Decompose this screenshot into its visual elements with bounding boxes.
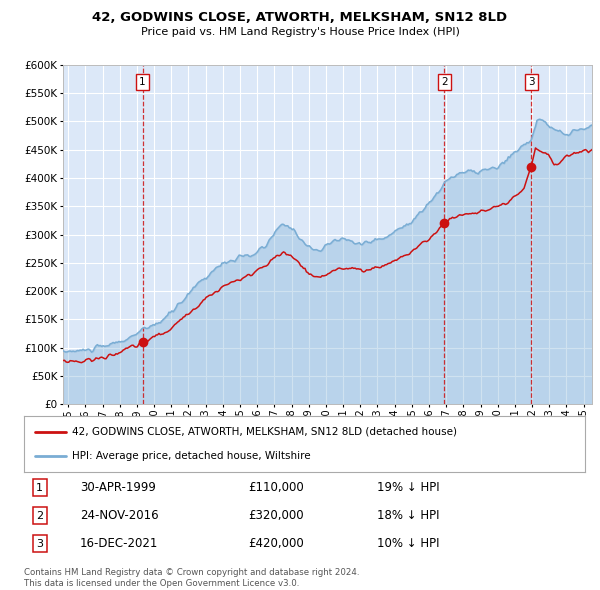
Text: 1: 1 — [36, 483, 43, 493]
Text: 42, GODWINS CLOSE, ATWORTH, MELKSHAM, SN12 8LD: 42, GODWINS CLOSE, ATWORTH, MELKSHAM, SN… — [92, 11, 508, 24]
Text: 3: 3 — [36, 539, 43, 549]
Text: This data is licensed under the Open Government Licence v3.0.: This data is licensed under the Open Gov… — [24, 579, 299, 588]
Text: 19% ↓ HPI: 19% ↓ HPI — [377, 481, 440, 494]
Text: 10% ↓ HPI: 10% ↓ HPI — [377, 537, 440, 550]
Text: 16-DEC-2021: 16-DEC-2021 — [80, 537, 158, 550]
Text: Contains HM Land Registry data © Crown copyright and database right 2024.: Contains HM Land Registry data © Crown c… — [24, 568, 359, 576]
Text: 3: 3 — [528, 77, 535, 87]
Text: 1: 1 — [139, 77, 146, 87]
Text: 24-NOV-2016: 24-NOV-2016 — [80, 509, 159, 522]
Text: 18% ↓ HPI: 18% ↓ HPI — [377, 509, 440, 522]
Text: £320,000: £320,000 — [248, 509, 304, 522]
Text: 42, GODWINS CLOSE, ATWORTH, MELKSHAM, SN12 8LD (detached house): 42, GODWINS CLOSE, ATWORTH, MELKSHAM, SN… — [71, 427, 457, 437]
Text: HPI: Average price, detached house, Wiltshire: HPI: Average price, detached house, Wilt… — [71, 451, 310, 461]
Text: 2: 2 — [36, 511, 43, 520]
Text: Price paid vs. HM Land Registry's House Price Index (HPI): Price paid vs. HM Land Registry's House … — [140, 27, 460, 37]
Text: 30-APR-1999: 30-APR-1999 — [80, 481, 156, 494]
Text: £110,000: £110,000 — [248, 481, 304, 494]
Text: 2: 2 — [441, 77, 448, 87]
Text: £420,000: £420,000 — [248, 537, 304, 550]
